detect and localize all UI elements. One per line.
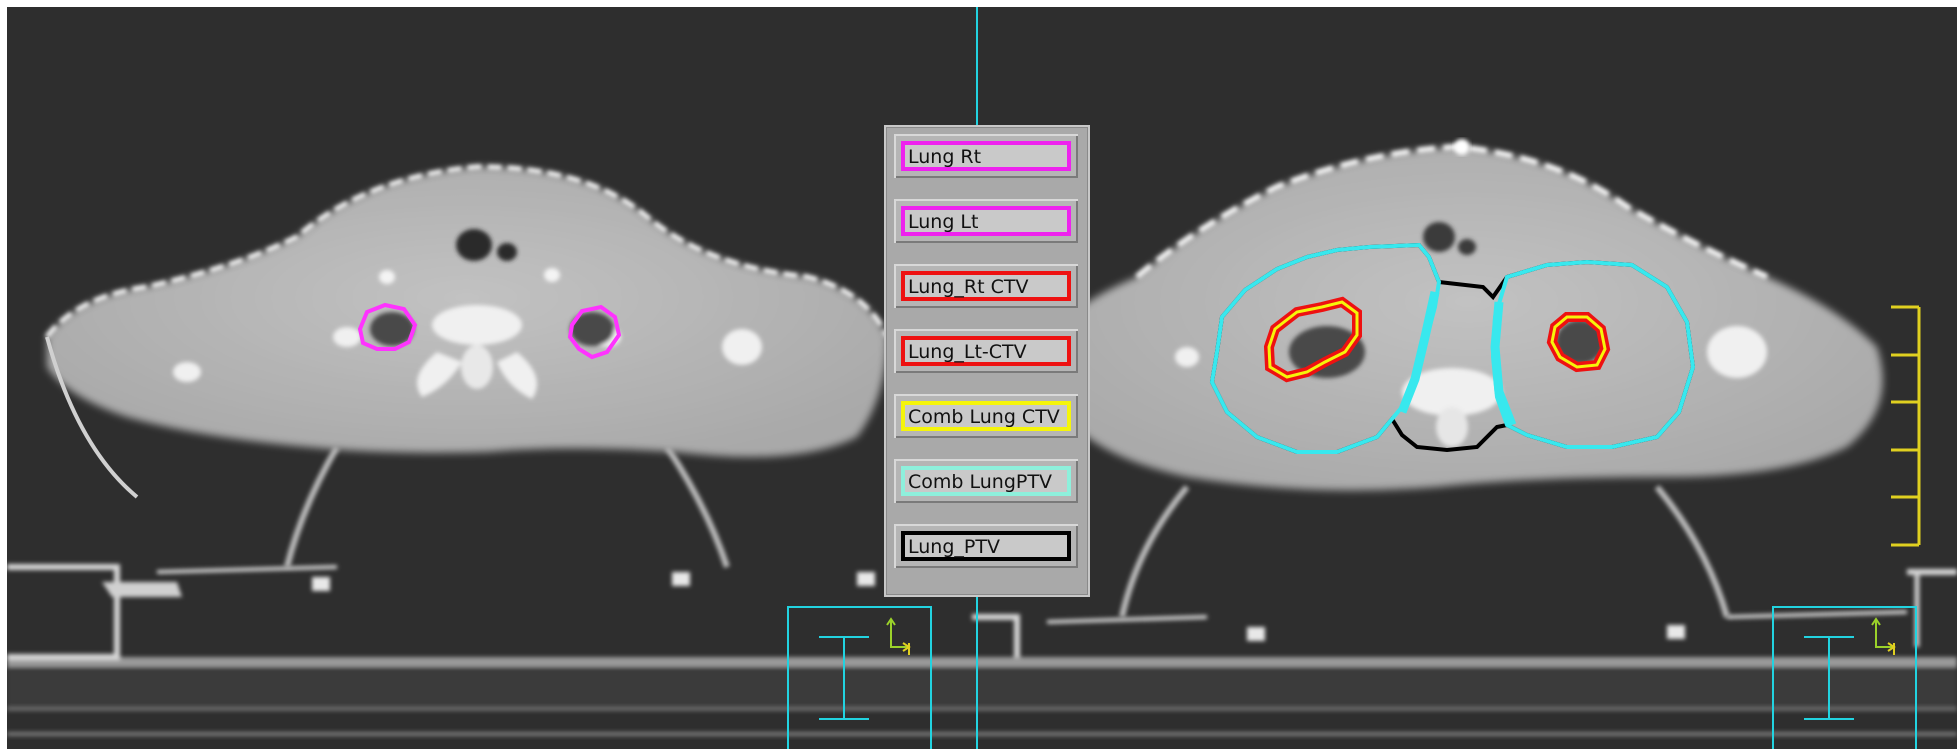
- legend-label: Lung_PTV: [908, 536, 1000, 558]
- legend-swatch-comb-lung-ctv: [901, 401, 1071, 431]
- support-legs: [284, 445, 1730, 618]
- orientation-axes-icon: [1871, 617, 1896, 655]
- legend-label: Comb Lung CTV: [908, 406, 1060, 428]
- right-axial-slice: [1053, 139, 1883, 491]
- beam-i-icon: [819, 636, 869, 720]
- legend-swatch-lung-ptv: [901, 531, 1071, 561]
- legend-label: Lung Lt: [908, 211, 979, 233]
- legend-swatch-lung-rt-ctv: [901, 271, 1071, 301]
- contour-comb-lung-ctv-rt: [1267, 300, 1359, 379]
- legend-item-lung-lt-ctv[interactable]: Lung_Lt-CTV: [894, 329, 1078, 373]
- legend-item-lung-rt-ctv[interactable]: Lung_Rt CTV: [894, 264, 1078, 308]
- beam-i-icon: [1804, 636, 1854, 720]
- ct-viewer[interactable]: Lung Rt Lung Lt Lung_Rt CTV Lung_Lt-CTV …: [7, 7, 1957, 749]
- contour-comb-lung-ctv-lt: [1550, 315, 1607, 369]
- legend-item-lung-ptv[interactable]: Lung_PTV: [894, 524, 1078, 568]
- legend-swatch-lung-lt-ctv: [901, 336, 1071, 366]
- legend-label: Lung_Rt CTV: [908, 276, 1029, 298]
- legend-swatch-comb-lung-ptv: [901, 466, 1071, 496]
- legend-swatch-lung-lt: [901, 206, 1071, 236]
- legend-item-lung-lt[interactable]: Lung Lt: [894, 199, 1078, 243]
- orientation-axes-icon: [886, 617, 911, 655]
- left-axial-slice: [45, 164, 890, 499]
- beam-box-right[interactable]: [1772, 606, 1917, 749]
- legend-swatch-lung-rt: [901, 141, 1071, 171]
- legend-item-lung-rt[interactable]: Lung Rt: [894, 134, 1078, 178]
- legend-item-comb-lung-ptv[interactable]: Comb LungPTV: [894, 459, 1078, 503]
- contour-lung-lt-left: [567, 304, 622, 360]
- ct-scene: [7, 7, 1957, 749]
- contour-lung-rt-left: [357, 302, 418, 351]
- structure-legend: Lung Rt Lung Lt Lung_Rt CTV Lung_Lt-CTV …: [884, 125, 1090, 597]
- scale-bar: [1891, 305, 1921, 547]
- legend-label: Lung Rt: [908, 146, 982, 168]
- legend-item-comb-lung-ctv[interactable]: Comb Lung CTV: [894, 394, 1078, 438]
- legend-label: Comb LungPTV: [908, 471, 1052, 493]
- beam-box-left[interactable]: [787, 606, 932, 749]
- legend-label: Lung_Lt-CTV: [908, 341, 1027, 363]
- couch-table: [7, 564, 1957, 736]
